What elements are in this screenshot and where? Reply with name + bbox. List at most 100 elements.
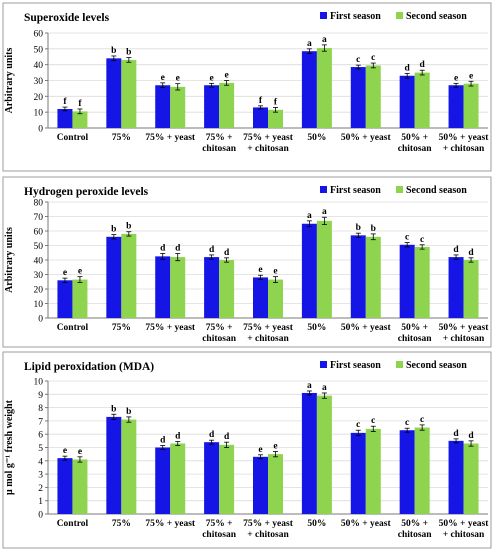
bar-second-season (365, 65, 381, 128)
bar-second-season (268, 109, 283, 128)
data-label: f (63, 97, 67, 107)
x-tick-label: 75% (112, 133, 131, 143)
data-label: e (63, 268, 67, 278)
bar-first-season (57, 280, 73, 318)
bar-first-season (204, 257, 220, 318)
bar-second-season (219, 444, 235, 514)
x-tick-label: Control (57, 323, 89, 333)
bar-second-season (463, 83, 479, 128)
data-label: e (454, 73, 458, 83)
data-label: c (356, 420, 360, 430)
chart-title: Lipid peroxidation (MDA) (24, 361, 154, 373)
y-tick-label: 60 (34, 228, 44, 238)
data-label: b (111, 46, 116, 56)
data-label: f (259, 96, 263, 106)
data-label: d (175, 243, 181, 253)
x-tick-label: 75% + yeast (145, 133, 196, 143)
data-label: a (307, 39, 312, 49)
data-label: f (274, 97, 278, 107)
data-label: b (126, 48, 131, 58)
data-label: d (420, 60, 426, 70)
data-label: b (126, 222, 131, 232)
x-tick-label: Control (57, 133, 89, 143)
x-tick-label: 75% (112, 323, 131, 333)
bar-first-season (106, 416, 122, 514)
data-label: a (322, 35, 327, 45)
bar-first-season (301, 223, 317, 318)
bar-second-season (121, 59, 137, 128)
data-label: a (322, 207, 327, 217)
data-label: b (371, 224, 376, 234)
legend-entry: Second season (406, 360, 467, 371)
bar-second-season (72, 279, 88, 318)
bar-first-season (57, 109, 73, 128)
data-label: a (322, 383, 327, 393)
legend-swatch (320, 12, 327, 19)
data-label: e (210, 73, 214, 83)
bar-first-season (399, 75, 415, 128)
y-tick-label: 5 (38, 444, 43, 454)
legend-swatch (320, 361, 327, 368)
bar-first-season (399, 244, 415, 318)
bar-second-season (316, 48, 332, 128)
bar-second-season (170, 257, 186, 318)
bar-first-season (155, 256, 171, 318)
x-tick-label: 50% + yeast (341, 323, 392, 333)
legend-swatch (396, 361, 403, 368)
chart-title: Hydrogen peroxide levels (24, 186, 149, 198)
bar-second-season (219, 260, 235, 318)
legend-swatch (320, 186, 327, 193)
data-label: a (307, 381, 312, 391)
legend-entry: Second season (406, 185, 467, 196)
y-tick-label: 80 (34, 199, 44, 209)
bar-first-season (350, 67, 366, 128)
y-tick-label: 0 (38, 511, 43, 521)
data-label: e (176, 74, 180, 84)
data-label: f (78, 99, 82, 109)
data-label: e (78, 447, 82, 457)
bar-second-season (365, 236, 381, 318)
bar-second-season (219, 82, 235, 128)
y-tick-label: 0 (38, 315, 43, 325)
x-tick-label: 50% + chitosan (398, 519, 433, 540)
bar-first-season (448, 440, 464, 514)
legend-entry: Second season (406, 11, 467, 22)
data-label: d (405, 63, 411, 73)
bar-first-season (253, 456, 268, 514)
bar-second-season (121, 233, 137, 318)
y-tick-label: 50 (34, 242, 44, 252)
data-label: b (356, 223, 361, 233)
data-label: c (371, 416, 375, 426)
y-tick-label: 10 (34, 378, 44, 388)
x-tick-label: 50% (307, 323, 326, 333)
bar-second-season (463, 260, 479, 318)
y-tick-label: 50 (34, 45, 44, 55)
legend-swatch (396, 186, 403, 193)
data-label: e (273, 267, 277, 277)
y-tick-label: 8 (38, 404, 43, 414)
legend-entry: First season (330, 11, 381, 22)
data-label: d (209, 430, 215, 440)
data-label: c (420, 415, 424, 425)
y-tick-label: 9 (38, 391, 43, 401)
data-label: e (469, 71, 473, 81)
data-label: c (405, 233, 409, 243)
data-label: c (405, 418, 409, 428)
bar-second-season (365, 428, 381, 514)
data-label: e (258, 445, 262, 455)
bar-second-season (121, 419, 137, 514)
data-label: d (209, 245, 215, 255)
bar-second-season (268, 279, 283, 318)
data-label: e (63, 446, 67, 456)
x-tick-label: 75% + yeast (145, 323, 196, 333)
x-tick-label: 50% + yeast (341, 519, 392, 529)
y-tick-label: 10 (34, 109, 44, 119)
x-tick-label: 50% + yeast + chitosan (439, 323, 490, 344)
x-tick-label: 75% + chitosan (202, 323, 237, 344)
x-tick-label: 75% (112, 519, 131, 529)
y-tick-label: 30 (34, 77, 44, 87)
bar-second-season (170, 443, 186, 514)
x-tick-label: 75% + yeast + chitosan (243, 133, 294, 154)
bar-second-season (72, 111, 88, 128)
